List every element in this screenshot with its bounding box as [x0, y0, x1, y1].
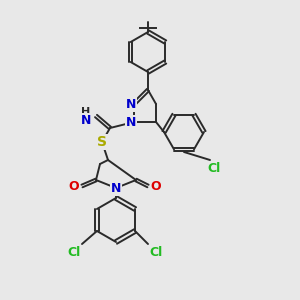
Text: N: N [126, 98, 136, 110]
Text: O: O [69, 179, 79, 193]
Text: O: O [151, 179, 161, 193]
Text: S: S [97, 135, 107, 149]
Text: N: N [126, 116, 136, 128]
Text: Cl: Cl [207, 161, 220, 175]
Text: N: N [111, 182, 121, 194]
Text: H: H [81, 107, 91, 117]
Text: N: N [81, 113, 91, 127]
Text: Cl: Cl [68, 245, 81, 259]
Text: Cl: Cl [149, 245, 163, 259]
